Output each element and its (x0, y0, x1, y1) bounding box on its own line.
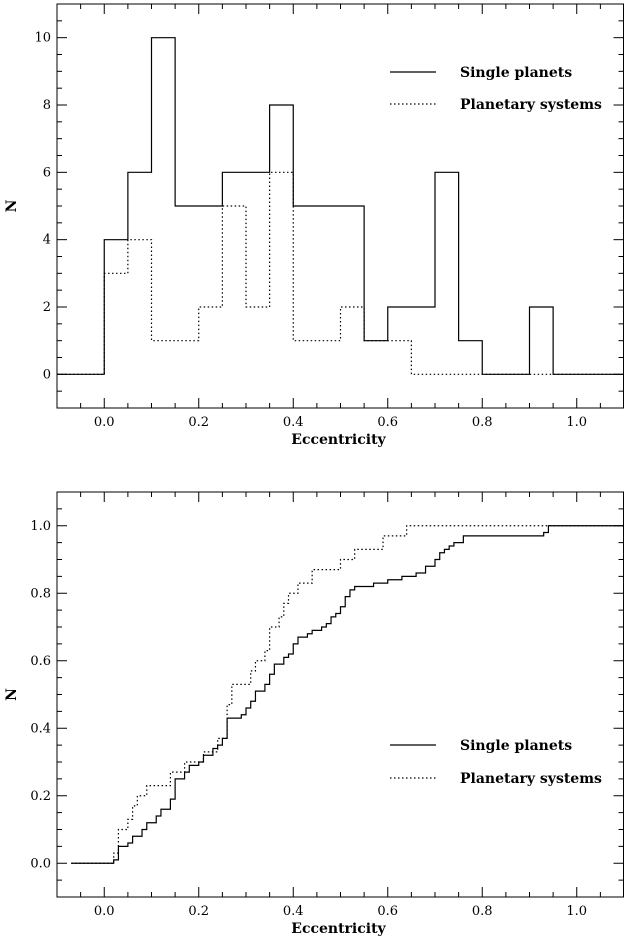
y-tick-label: 10 (34, 31, 51, 46)
y-tick-label: 0.6 (30, 654, 51, 669)
x-tick-label: 0.2 (188, 904, 209, 919)
histogram-panel: 0.0 0.2 0.4 0.6 0.8 1.0 0 2 4 6 8 10 Eccentricity N Si… (4, 4, 624, 448)
series-line-planetary-systems (57, 172, 624, 374)
legend-label: Planetary systems (460, 771, 602, 787)
legend-label: Single planets (460, 65, 572, 81)
y-tick-label: 1.0 (30, 519, 51, 534)
x-tick-label: 0.0 (94, 415, 115, 430)
x-tick-label: 0.4 (283, 904, 304, 919)
x-tick-label: 0.4 (283, 415, 304, 430)
series-line-single-planets (57, 38, 624, 375)
y-tick-label: 0.4 (30, 721, 51, 736)
cumulative-panel: 0.0 0.2 0.4 0.6 0.8 1.0 0.0 0.2 0.4 0.6 0.8 1.0 Ecce… (4, 492, 624, 937)
x-tick-label: 0.8 (472, 904, 493, 919)
y-tick-label: 0.0 (30, 856, 51, 871)
x-axis-label: Eccentricity (291, 432, 386, 448)
y-tick-label: 0 (43, 367, 51, 382)
y-tick-label: 0.8 (30, 586, 51, 601)
x-tick-label: 0.8 (472, 415, 493, 430)
x-tick-label: 0.6 (377, 904, 398, 919)
x-tick-label: 0.6 (377, 415, 398, 430)
x-tick-label: 1.0 (566, 904, 587, 919)
x-axis-label: Eccentricity (291, 921, 386, 937)
series-line-single-planets (71, 526, 624, 864)
y-tick-label: 6 (43, 165, 51, 180)
y-tick-label: 4 (43, 233, 51, 248)
y-axis-label: N (4, 199, 20, 212)
y-axis-label: N (4, 688, 20, 701)
y-tick-label: 8 (43, 98, 51, 113)
x-tick-label: 0.0 (94, 904, 115, 919)
x-tick-label: 0.2 (188, 415, 209, 430)
y-tick-label: 0.2 (30, 789, 51, 804)
series-line-planetary-systems (71, 526, 624, 864)
legend-label: Planetary systems (460, 97, 602, 113)
x-tick-label: 1.0 (566, 415, 587, 430)
legend-label: Single planets (460, 738, 572, 754)
y-tick-label: 2 (43, 300, 51, 315)
